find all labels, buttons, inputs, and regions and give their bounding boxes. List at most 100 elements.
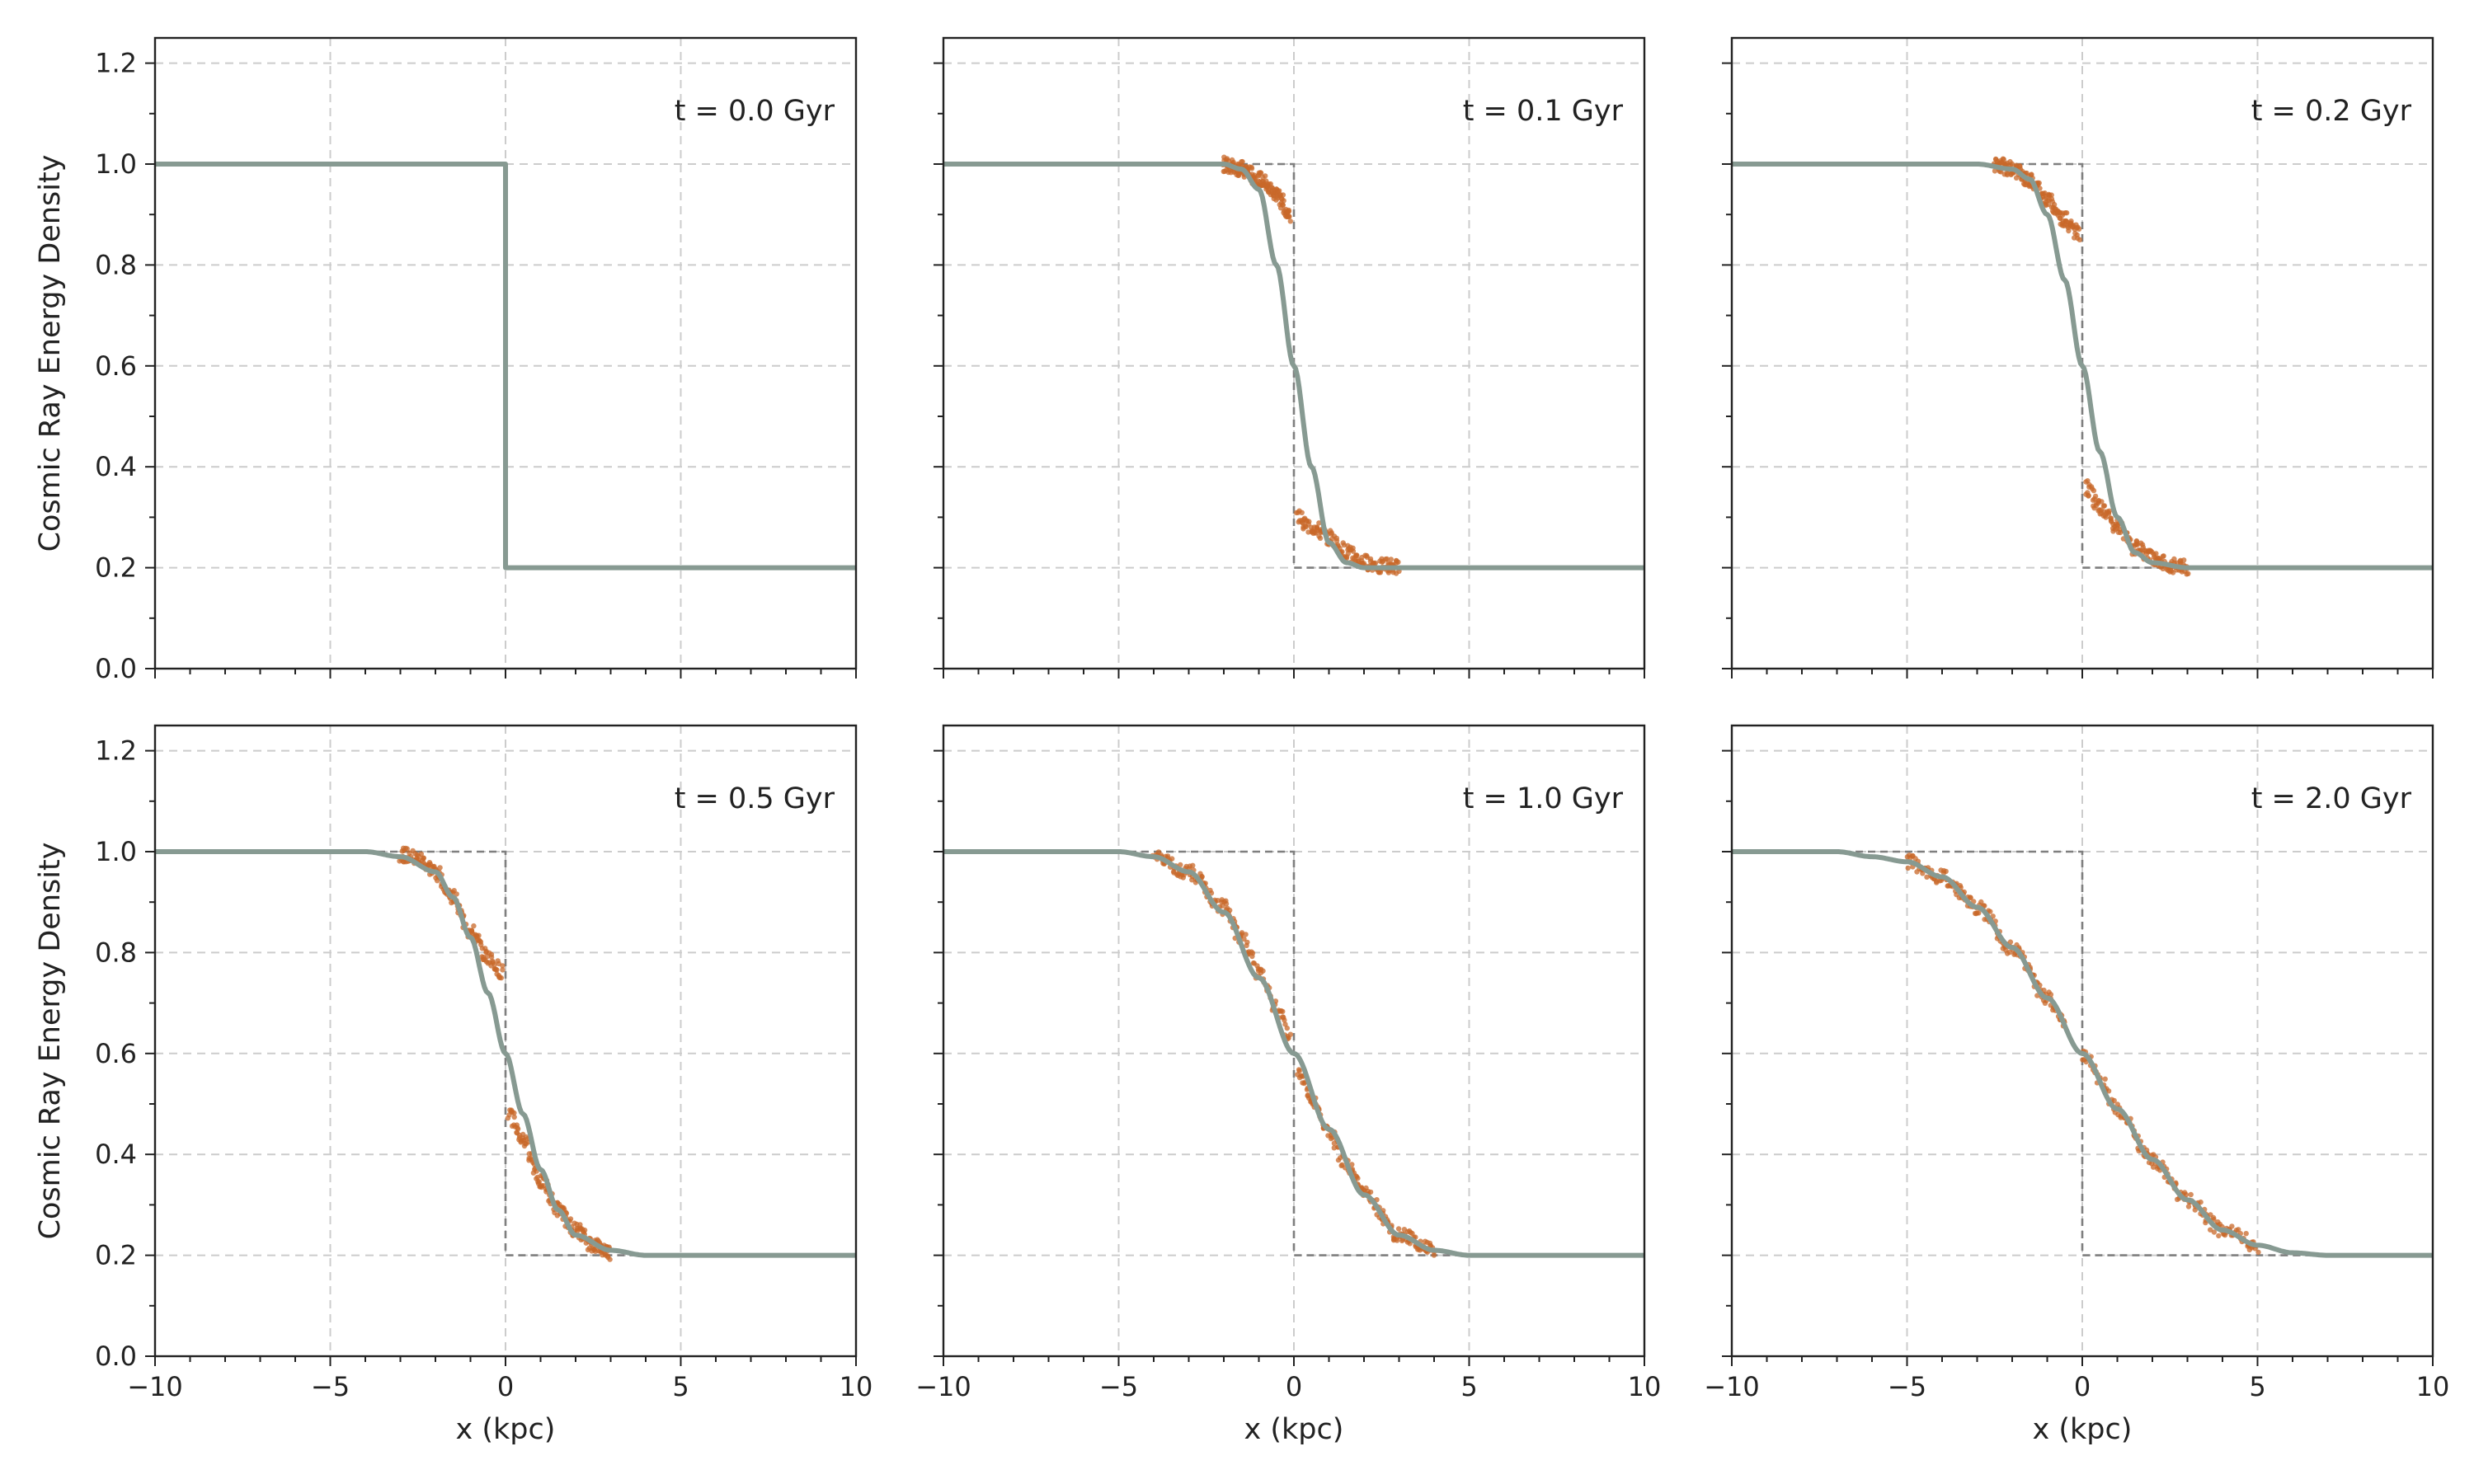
- particle-point: [607, 1256, 613, 1262]
- particle-point: [2041, 987, 2047, 993]
- particle-point: [1976, 910, 1982, 916]
- particle-point: [2101, 503, 2108, 509]
- particle-point: [2153, 551, 2159, 556]
- particle-point: [2216, 1233, 2222, 1239]
- particle-point: [1229, 157, 1235, 163]
- particle-point: [2236, 1227, 2241, 1233]
- plot-area: [943, 849, 1644, 1258]
- panel-2: t = 0.2 Gyr: [1722, 36, 2434, 679]
- particle-point: [2198, 1199, 2204, 1205]
- particle-point: [1299, 510, 1305, 515]
- particle-point: [2105, 510, 2111, 515]
- panel-0: 0.0 0.2 0.4 0.6 0.8 1.0 1.2 Cosmic Ray Energy D…: [34, 36, 858, 684]
- particle-point: [1286, 208, 1292, 214]
- particle-point: [1372, 560, 1379, 566]
- x-axis-label: x (kpc): [456, 1413, 556, 1446]
- particle-point: [1286, 214, 1292, 219]
- particle-point: [1968, 895, 1973, 901]
- particle-point: [1281, 198, 1286, 204]
- particle-point: [2066, 228, 2072, 234]
- particle-point: [418, 851, 424, 857]
- x-tick-label: 0: [2074, 1371, 2091, 1402]
- particle-point: [1905, 865, 1911, 871]
- x-tick-label: 10: [1628, 1371, 1662, 1402]
- y-tick-label: 0.0: [95, 1341, 137, 1372]
- particle-point: [488, 951, 495, 957]
- particle-point: [2185, 571, 2191, 576]
- particle-point: [2208, 1227, 2213, 1233]
- particle-point: [2091, 487, 2097, 494]
- analytic-curve: [1732, 162, 2433, 571]
- particle-point: [2229, 1223, 2235, 1229]
- x-tick-label: 10: [840, 1371, 873, 1402]
- particle-point: [1316, 520, 1322, 526]
- y-axis-label: Cosmic Ray Energy Density: [34, 843, 67, 1240]
- y-tick-label: 0.8: [95, 937, 137, 968]
- particle-point: [2243, 1231, 2249, 1237]
- particle-point: [1355, 1175, 1361, 1181]
- particle-point: [2086, 493, 2091, 499]
- x-axis-label: x (kpc): [1244, 1413, 1344, 1446]
- particle-point: [454, 891, 459, 897]
- particle-point: [2185, 1204, 2192, 1209]
- analytic-curve: [943, 162, 1644, 571]
- x-tick-label: −10: [1704, 1371, 1760, 1402]
- particle-point: [2048, 192, 2054, 198]
- particle-point: [1384, 556, 1390, 562]
- particle-point: [2092, 493, 2099, 500]
- particle-point: [1190, 862, 1196, 869]
- y-tick-label: 0.0: [95, 653, 137, 684]
- y-tick-label: 0.6: [95, 350, 137, 382]
- particle-point: [1920, 871, 1926, 876]
- y-tick-label: 1.2: [95, 48, 137, 79]
- particle-point: [500, 967, 506, 973]
- plot-area: [155, 162, 856, 571]
- particle-point: [1280, 1008, 1286, 1015]
- particle-point: [2004, 171, 2011, 178]
- particle-point: [1243, 932, 1249, 937]
- x-tick-label: 5: [2249, 1371, 2265, 1402]
- particle-point: [471, 923, 477, 929]
- analytic-curve: [1732, 849, 2433, 1258]
- particle-point: [1306, 519, 1312, 524]
- particle-point: [1287, 218, 1294, 224]
- particle-point: [1280, 202, 1286, 208]
- particle-point: [1924, 874, 1930, 881]
- particle-point: [2051, 201, 2058, 208]
- panel-time-label: t = 2.0 Gyr: [2251, 782, 2412, 815]
- particle-point: [1349, 1162, 1355, 1167]
- particle-point: [1287, 1031, 1294, 1037]
- particle-point: [437, 865, 443, 871]
- x-tick-label: 0: [1286, 1371, 1302, 1402]
- particle-point: [2181, 557, 2187, 563]
- particle-point: [1249, 166, 1255, 171]
- particle-point: [414, 852, 420, 858]
- particle-point: [1395, 1226, 1402, 1232]
- particle-point: [2076, 226, 2082, 232]
- particle-point: [500, 963, 506, 969]
- particle-point: [476, 932, 482, 938]
- particle-point: [1199, 873, 1205, 880]
- y-tick-label: 0.4: [95, 1139, 137, 1170]
- particle-point: [1333, 535, 1340, 542]
- particle-point: [2148, 548, 2154, 554]
- x-tick-label: −5: [1888, 1371, 1926, 1402]
- x-tick-label: 5: [1460, 1371, 1477, 1402]
- panel-1: t = 0.1 Gyr: [934, 36, 1646, 679]
- particle-point: [2048, 992, 2054, 998]
- y-axis-label: Cosmic Ray Energy Density: [34, 155, 67, 552]
- particle-scatter: [1991, 156, 2191, 577]
- particle-point: [1169, 856, 1175, 862]
- y-tick-label: 1.0: [95, 836, 137, 867]
- particle-point: [1227, 907, 1233, 913]
- particle-point: [2099, 499, 2105, 505]
- panel-4: −10 −5 0 5 10 x (kpc) t = 1.0 Gyr: [915, 724, 1662, 1446]
- particle-point: [1394, 560, 1399, 566]
- y-tick-label: 0.2: [95, 552, 137, 584]
- panel-time-label: t = 0.0 Gyr: [675, 95, 835, 128]
- y-tick-label: 0.2: [95, 1240, 137, 1271]
- particle-point: [2036, 180, 2042, 186]
- particle-point: [1367, 1189, 1374, 1195]
- particle-point: [1260, 968, 1266, 974]
